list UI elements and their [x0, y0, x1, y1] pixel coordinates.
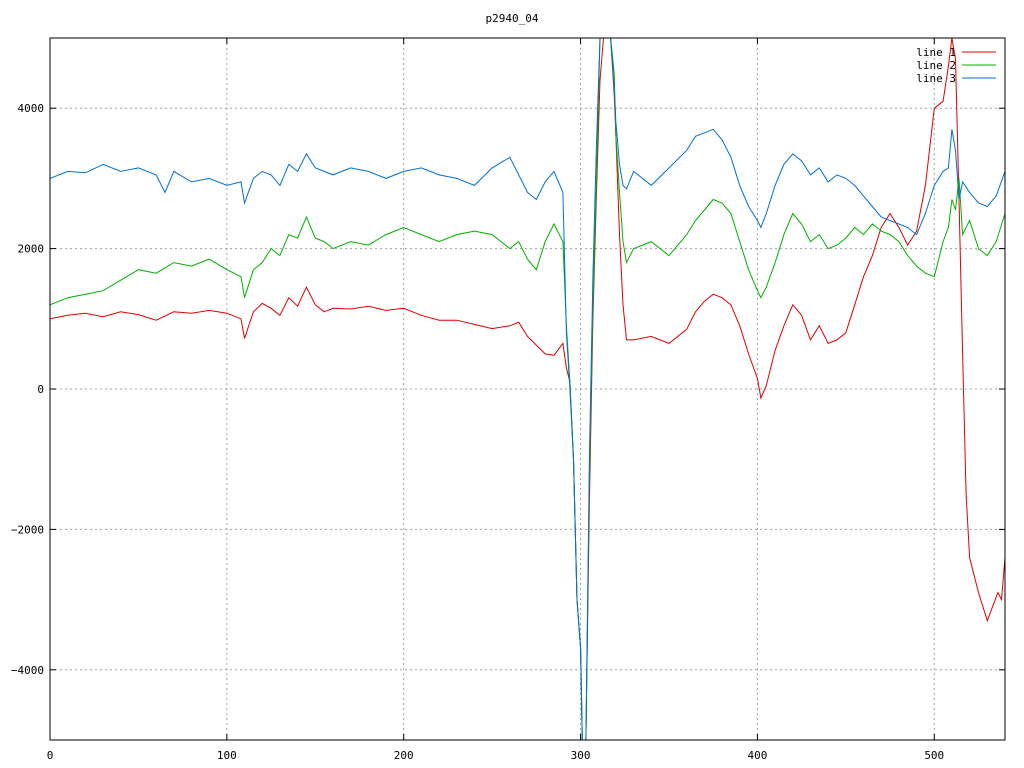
x-tick-label: 100: [217, 749, 237, 762]
y-tick-label: −2000: [11, 523, 44, 536]
axis-ticks: 0 100 200 300 400 500 −4000 −2000 0 2000 4000: [11, 38, 1005, 762]
y-tick-label: 2000: [18, 243, 45, 256]
legend-label-1: line 1: [916, 46, 956, 59]
legend-label-3: line 3: [916, 72, 956, 85]
y-tick-label: 0: [37, 383, 44, 396]
x-tick-label: 0: [47, 749, 54, 762]
x-tick-label: 500: [924, 749, 944, 762]
grid-lines: [50, 38, 1005, 740]
y-tick-label: 4000: [18, 102, 45, 115]
chart-title: p2940_04: [486, 12, 539, 25]
x-tick-label: 300: [571, 749, 591, 762]
legend-label-2: line 2: [916, 59, 956, 72]
x-tick-label: 400: [747, 749, 767, 762]
x-tick-label: 200: [394, 749, 414, 762]
series-lines: [50, 38, 1005, 740]
series-2-line: [50, 38, 1005, 740]
series-3-line: [50, 38, 1005, 740]
plot-frame: [49, 37, 1006, 741]
y-tick-label: −4000: [11, 664, 44, 677]
